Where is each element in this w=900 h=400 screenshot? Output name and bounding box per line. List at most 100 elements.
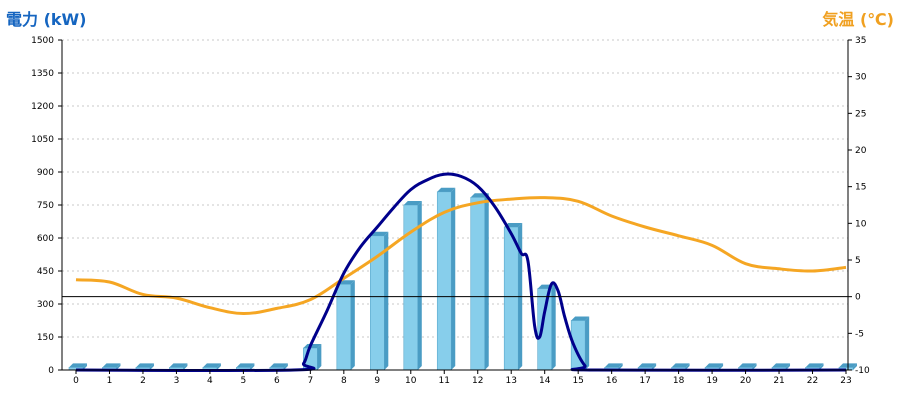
bar-top <box>638 363 657 368</box>
bar-front <box>470 197 486 371</box>
bar-side <box>83 363 87 370</box>
left-tick-label: 1200 <box>31 102 54 112</box>
left-tick-label: 300 <box>37 300 54 310</box>
bar-top <box>169 363 188 368</box>
bar-20 <box>738 363 757 371</box>
bar-side <box>250 363 255 370</box>
x-tick-label: 8 <box>341 376 347 386</box>
bar-top <box>671 363 690 368</box>
x-tick-label: 19 <box>706 376 718 386</box>
bar-12 <box>470 193 489 371</box>
bar-top <box>370 231 389 236</box>
bar-side <box>652 363 657 370</box>
right-tick-label: 35 <box>855 36 866 46</box>
right-tick-label: 5 <box>855 256 861 266</box>
right-tick-label: 25 <box>855 109 866 119</box>
bar-side <box>317 344 322 370</box>
bar-side <box>417 201 422 370</box>
x-tick-label: 10 <box>405 376 417 386</box>
right-tick-label: 30 <box>855 73 867 83</box>
bar-front <box>503 226 519 371</box>
bar-top <box>403 201 422 205</box>
bar-top <box>202 363 221 368</box>
bar-side <box>451 187 456 370</box>
x-tick-label: 6 <box>274 376 280 386</box>
bar-side <box>183 363 188 370</box>
bar-top <box>738 363 757 368</box>
left-tick-label: 600 <box>37 234 54 244</box>
bar-side <box>786 363 791 370</box>
right-tick-label: -5 <box>855 329 864 339</box>
bar-top <box>604 363 623 368</box>
left-tick-label: 0 <box>48 366 54 376</box>
left-tick-label: 900 <box>37 168 54 178</box>
bar-front <box>436 191 452 371</box>
x-tick-label: 22 <box>807 376 818 386</box>
left-tick-label: 150 <box>37 333 54 343</box>
left-tick-label: 1050 <box>31 135 54 145</box>
x-tick-label: 5 <box>241 376 247 386</box>
x-tick-label: 9 <box>374 376 380 386</box>
bar-side <box>116 363 121 370</box>
bar-side <box>551 284 556 370</box>
x-tick-label: 18 <box>673 376 685 386</box>
bar-front <box>537 288 552 371</box>
bar-side <box>350 280 355 370</box>
bar-top <box>69 363 87 368</box>
left-tick-label: 750 <box>37 201 54 211</box>
x-tick-label: 14 <box>539 376 551 386</box>
bar-side <box>853 363 857 370</box>
right-tick-label: 15 <box>855 183 866 193</box>
bar-5 <box>236 363 255 371</box>
right-tick-label: 10 <box>855 219 867 229</box>
x-tick-label: 12 <box>472 376 483 386</box>
bar-top <box>236 363 255 368</box>
bar-side <box>719 363 724 370</box>
right-tick-label: -10 <box>855 366 870 376</box>
bar-6 <box>269 363 288 371</box>
bar-top <box>571 316 590 321</box>
x-tick-label: 15 <box>572 376 583 386</box>
bar-9 <box>370 231 389 371</box>
x-tick-label: 4 <box>207 376 213 386</box>
bar-18 <box>671 363 690 371</box>
bar-side <box>283 363 288 370</box>
bar-layer <box>68 187 857 371</box>
bar-top <box>437 187 456 192</box>
right-tick-label: 20 <box>855 146 867 156</box>
x-tick-label: 1 <box>107 376 113 386</box>
axis-layer: 01503004506007509001050120013501500-10-5… <box>31 36 870 386</box>
left-axis-title: 電力 (kW) <box>6 10 87 29</box>
bar-top <box>772 363 791 368</box>
x-tick-label: 3 <box>174 376 180 386</box>
x-tick-label: 17 <box>639 376 650 386</box>
bar-side <box>585 316 590 370</box>
x-tick-label: 13 <box>505 376 516 386</box>
left-tick-label: 1350 <box>31 69 54 79</box>
bar-side <box>149 363 154 370</box>
bar-top <box>805 363 824 368</box>
x-tick-label: 20 <box>740 376 752 386</box>
right-tick-label: 0 <box>855 293 861 303</box>
left-tick-label: 450 <box>37 267 54 277</box>
bar-top <box>504 223 523 227</box>
power-line <box>75 172 847 373</box>
bar-top <box>269 363 288 368</box>
bar-8 <box>336 280 355 371</box>
bar-top <box>102 363 121 368</box>
left-tick-label: 1500 <box>31 36 54 46</box>
bar-side <box>685 363 690 370</box>
x-tick-label: 0 <box>73 376 79 386</box>
x-tick-label: 2 <box>140 376 146 386</box>
bar-side <box>752 363 757 370</box>
x-tick-label: 21 <box>773 376 784 386</box>
right-axis-title: 気温 (℃) <box>822 10 894 29</box>
bar-14 <box>537 284 556 371</box>
x-tick-label: 11 <box>439 376 450 386</box>
bar-top <box>303 344 322 348</box>
bar-top <box>135 363 154 368</box>
bar-side <box>618 363 623 370</box>
bar-11 <box>436 187 456 371</box>
bar-19 <box>704 363 724 371</box>
